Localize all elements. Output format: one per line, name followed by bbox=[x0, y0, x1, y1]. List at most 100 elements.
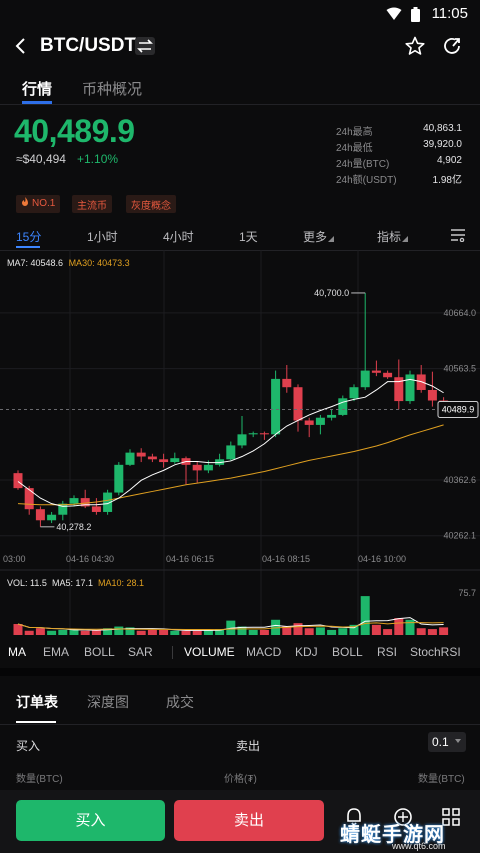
volume-bar bbox=[327, 629, 337, 635]
star-icon[interactable] bbox=[404, 35, 426, 57]
indicator-sar[interactable]: SAR bbox=[128, 645, 153, 659]
time-axis-label: 04-16 04:30 bbox=[66, 554, 114, 564]
tag-grayscale[interactable]: 灰度概念 bbox=[126, 195, 176, 213]
candle-body bbox=[383, 372, 393, 378]
swap-icon[interactable] bbox=[135, 37, 155, 55]
interval-1d[interactable]: 1天 bbox=[239, 230, 258, 244]
tab-market[interactable]: 行情 bbox=[22, 81, 53, 98]
stat-low-value: 39,920.0 bbox=[423, 139, 462, 150]
candle-body bbox=[394, 377, 404, 402]
vol-ma10-legend: MA10: 28.1 bbox=[98, 578, 144, 588]
candle-body bbox=[248, 433, 258, 435]
grid-menu-icon[interactable] bbox=[440, 806, 462, 828]
candle-body bbox=[80, 498, 90, 507]
interval-indicators[interactable]: 指标 bbox=[377, 228, 409, 245]
precision-select[interactable]: 0.1 bbox=[428, 732, 466, 752]
sell-button[interactable]: 卖出 bbox=[174, 800, 324, 841]
volume-bar bbox=[203, 629, 213, 635]
volume-bar bbox=[114, 626, 124, 635]
volume-bar bbox=[181, 630, 191, 635]
indicator-volume[interactable]: VOLUME bbox=[184, 645, 235, 659]
dropdown-triangle-icon bbox=[402, 236, 409, 242]
interval-more[interactable]: 更多 bbox=[303, 228, 335, 245]
tab-coin-overview[interactable]: 币种概况 bbox=[82, 81, 143, 98]
volume-bar bbox=[192, 630, 202, 635]
interval-underline bbox=[16, 246, 40, 248]
indicator-ema[interactable]: EMA bbox=[43, 645, 70, 659]
wifi-icon bbox=[386, 7, 402, 20]
candle-body bbox=[170, 458, 180, 463]
alarm-icon[interactable] bbox=[343, 806, 365, 828]
tab-trades[interactable]: 成交 bbox=[166, 694, 194, 710]
ma30-legend: MA30: 40473.3 bbox=[68, 258, 130, 268]
volume-bar bbox=[259, 629, 269, 635]
indicator-boll[interactable]: BOLL bbox=[84, 645, 115, 659]
indicator-macd[interactable]: MACD bbox=[246, 645, 282, 659]
volume-bar bbox=[427, 629, 437, 635]
candle-body bbox=[416, 374, 426, 390]
tag-rank-label: NO.1 bbox=[32, 198, 56, 209]
back-icon[interactable] bbox=[12, 36, 30, 56]
current-price-label: 40489.9 bbox=[442, 404, 475, 414]
interval-1h[interactable]: 1小时 bbox=[87, 230, 118, 244]
stat-low-label: 24h最低 bbox=[336, 143, 373, 154]
volume-bar bbox=[159, 629, 169, 635]
tab-orderbook[interactable]: 订单表 bbox=[16, 694, 58, 710]
chart-settings-icon[interactable] bbox=[450, 228, 466, 242]
stat-vol-label: 24h量(BTC) bbox=[336, 159, 390, 170]
volume-bar bbox=[405, 619, 415, 635]
indicator-rsi[interactable]: RSI bbox=[377, 645, 398, 659]
share-icon[interactable] bbox=[441, 35, 463, 57]
candle-body bbox=[69, 498, 79, 504]
battery-icon bbox=[411, 7, 420, 22]
watermark-text: 蜻蜓手游网 bbox=[340, 824, 445, 846]
status-bar bbox=[0, 0, 480, 28]
book-tab-underline bbox=[16, 721, 56, 723]
fiat-price: ≈$40,494 bbox=[16, 152, 66, 166]
pair-title[interactable]: BTC/USDT bbox=[40, 35, 137, 56]
price-axis-label: 40362.6 bbox=[443, 475, 476, 485]
vol-ma5-line bbox=[17, 617, 444, 631]
tab-underline bbox=[22, 101, 52, 104]
tag-rank[interactable]: NO.1 bbox=[16, 195, 61, 213]
candle-body bbox=[58, 503, 68, 515]
volume-bar bbox=[383, 629, 393, 635]
indicator-stochrsi[interactable]: StochRSI bbox=[410, 645, 461, 659]
ma7-legend: MA7: 40548.6 bbox=[7, 258, 64, 268]
volume-bar bbox=[338, 628, 348, 635]
candle-body bbox=[24, 488, 34, 510]
volume-bar bbox=[69, 629, 79, 635]
price-axis-label: 40262.1 bbox=[443, 531, 476, 541]
indicator-boll-sub[interactable]: BOLL bbox=[332, 645, 363, 659]
candle-body bbox=[282, 378, 292, 388]
buy-button[interactable]: 买入 bbox=[16, 800, 165, 841]
col-price: 价格(₮) bbox=[224, 774, 257, 785]
volume-bar bbox=[103, 628, 113, 635]
volume-bar bbox=[315, 627, 325, 635]
interval-indicators-label: 指标 bbox=[377, 230, 402, 244]
candle-body bbox=[136, 452, 146, 457]
watermark-url: www.qt6.com bbox=[392, 841, 446, 851]
vol-ma5-legend: MA5: 17.1 bbox=[52, 578, 93, 588]
volume-bar bbox=[91, 629, 101, 635]
price-axis-label: 40664.0 bbox=[443, 308, 476, 318]
volume-bar bbox=[13, 624, 23, 635]
kline-chart[interactable]: 40664.0 40563.5 40362.6 40262.1 03:00 04-16 0… bbox=[0, 250, 480, 638]
candle-body bbox=[226, 445, 236, 460]
time-axis-label: 04-16 08:15 bbox=[262, 554, 310, 564]
vol-ma10-line bbox=[17, 622, 444, 631]
indicator-kdj[interactable]: KDJ bbox=[295, 645, 318, 659]
calculator-icon[interactable] bbox=[392, 806, 414, 828]
volume-bar bbox=[58, 629, 68, 635]
interval-4h[interactable]: 4小时 bbox=[163, 230, 194, 244]
indicator-ma[interactable]: MA bbox=[8, 645, 26, 659]
candle-body bbox=[271, 378, 281, 435]
tab-depth[interactable]: 深度图 bbox=[87, 694, 129, 710]
fire-icon bbox=[22, 197, 28, 206]
high-price-label: 40,700.0 bbox=[314, 288, 349, 298]
tag-mainstream[interactable]: 主流币 bbox=[72, 195, 112, 213]
current-price-tag bbox=[437, 400, 479, 418]
interval-15m[interactable]: 15分 bbox=[16, 230, 42, 244]
interval-more-label: 更多 bbox=[303, 230, 328, 244]
orderbook-buy-label: 买入 bbox=[16, 739, 41, 753]
